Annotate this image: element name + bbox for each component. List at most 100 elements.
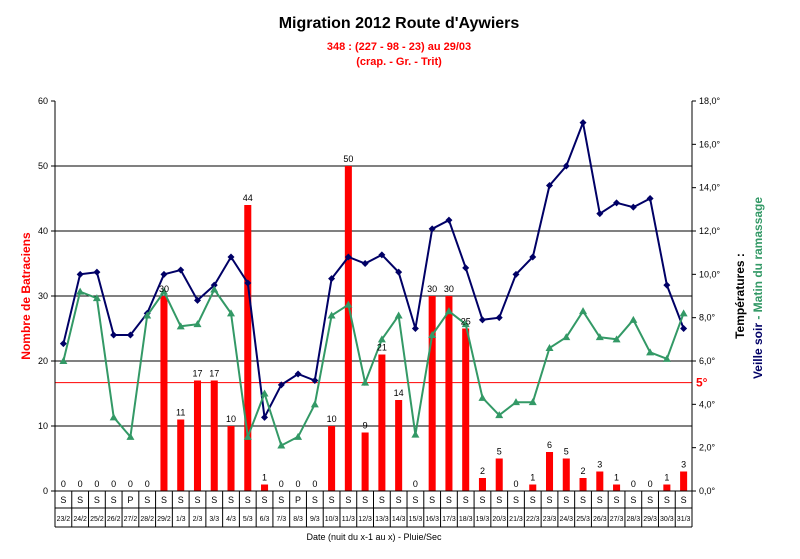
x-tick-label: 10/3 (325, 516, 339, 523)
y-tick-label-right: 10,0° (699, 269, 721, 279)
weather-label: S (547, 495, 553, 505)
veille-soir-point (646, 195, 654, 202)
weather-label: S (94, 495, 100, 505)
weather-label: S (144, 495, 150, 505)
weather-label: S (60, 495, 66, 505)
y-tick-label-left: 50 (38, 161, 48, 171)
weather-label: S (479, 495, 485, 505)
matin-ramassage-point (76, 287, 85, 295)
matin-ramassage-point (59, 357, 68, 364)
bar (596, 471, 604, 491)
x-tick-label: 31/3 (677, 516, 691, 523)
x-tick-label: 25/2 (90, 516, 104, 523)
gridlines (55, 165, 692, 427)
weather-label: S (245, 495, 251, 505)
weather-label: S (446, 495, 452, 505)
veille-soir-point (311, 377, 319, 384)
bar (445, 296, 453, 491)
weather-label: S (278, 495, 284, 505)
x-tick-label: 3/3 (209, 516, 219, 523)
bar-data-label: 0 (279, 479, 284, 489)
weather-label: S (194, 495, 200, 505)
x-tick-label: 17/3 (442, 516, 456, 523)
veille-soir-point (629, 203, 637, 211)
y-tick-label-left: 0 (43, 486, 48, 496)
y-axis-left: 0 10 20 30 40 50 60 (38, 96, 55, 496)
bar (395, 400, 403, 491)
matin-ramassage-point (495, 411, 504, 419)
bar (361, 432, 369, 491)
x-tick-label: 23/2 (57, 516, 71, 523)
x-tick-label: 2/3 (193, 516, 203, 523)
bar (378, 354, 386, 491)
bar-data-label: 3 (597, 460, 602, 470)
y-tick-label-right: 18,0° (699, 96, 721, 106)
x-tick-label: 6/3 (260, 516, 270, 523)
matin-ramassage-point (662, 354, 671, 362)
bar (562, 458, 570, 491)
bar-data-label: 2 (480, 466, 485, 476)
bar-data-label: 25 (461, 317, 471, 327)
veille-soir-point (512, 270, 520, 278)
weather-label: S (228, 495, 234, 505)
weather-label: S (77, 495, 83, 505)
bar-data-label: 50 (343, 154, 353, 164)
matin-ramassage-point (227, 309, 236, 317)
matin-ramassage-point (277, 441, 286, 449)
matin-ramassage-point (294, 432, 303, 440)
threshold-label: 5° (696, 376, 708, 390)
bar-data-label: 0 (61, 479, 66, 489)
matin-ramassage-point (444, 307, 453, 315)
x-axis: S 23/2 S 24/2 S 25/2 S 26/2 P 27/2 S 28/2 S 29/2 S 1/3 S… (54, 491, 693, 528)
y-tick-label-right: 12,0° (699, 226, 721, 236)
bar (160, 296, 168, 491)
matin-ramassage-point (545, 344, 554, 351)
bar-data-label: 0 (631, 479, 636, 489)
matin-ramassage-point (646, 348, 655, 356)
x-tick-label: 28/2 (140, 516, 154, 523)
matin-ramassage-point (310, 400, 319, 408)
bar-data-label: 0 (111, 479, 116, 489)
matin-ramassage-point (528, 398, 537, 406)
veille-soir-point (227, 253, 235, 261)
matin-ramassage-point (478, 393, 487, 401)
y-tick-label-right: 14,0° (699, 183, 721, 193)
veille-soir-point (596, 210, 604, 218)
y-tick-label-left: 20 (38, 356, 48, 366)
matin-ramassage-point (260, 389, 269, 397)
bar-data-label: 0 (94, 479, 99, 489)
y-axis-left-label: Nombre de Batraciens (19, 232, 33, 360)
y-axis-right-label-temp: Températures : (733, 253, 747, 339)
bar-data-label: 17 (209, 369, 219, 379)
veille-soir-point (378, 251, 386, 259)
bar-data-label: 1 (664, 473, 669, 483)
veille-soir-point (294, 370, 302, 378)
bar-data-label: 1 (614, 473, 619, 483)
x-tick-label: 16/3 (425, 516, 439, 523)
matin-ramassage-point (327, 311, 336, 319)
weather-label: S (647, 495, 653, 505)
weather-label: S (580, 495, 586, 505)
y-tick-label-left: 40 (38, 226, 48, 236)
x-tick-label: 25/3 (576, 516, 590, 523)
veille-soir-point (428, 225, 436, 233)
veille-soir-point (478, 316, 486, 324)
chart-subtitle-line2: (crap. - Gr. - Trit) (356, 56, 442, 68)
y-axis-right: 0,0° 2,0° 4,0° 6,0° 8,0° 10,0° 12,0° 14,0° 16,0°… (692, 96, 721, 496)
weather-label: S (630, 495, 636, 505)
x-tick-label: 29/2 (157, 516, 171, 523)
x-tick-label: 30/3 (660, 516, 674, 523)
veille-soir-point (261, 413, 269, 421)
weather-label: S (597, 495, 603, 505)
x-tick-label: 18/3 (459, 516, 473, 523)
weather-label: P (295, 495, 301, 505)
x-tick-label: 7/3 (276, 516, 286, 523)
bar (177, 419, 185, 491)
bar-data-label: 6 (547, 440, 552, 450)
weather-label: S (362, 495, 368, 505)
weather-label: S (412, 495, 418, 505)
bar-data-label: 0 (513, 479, 518, 489)
bar (579, 478, 587, 491)
weather-label: S (329, 495, 335, 505)
matin-ramassage-point (511, 398, 520, 406)
